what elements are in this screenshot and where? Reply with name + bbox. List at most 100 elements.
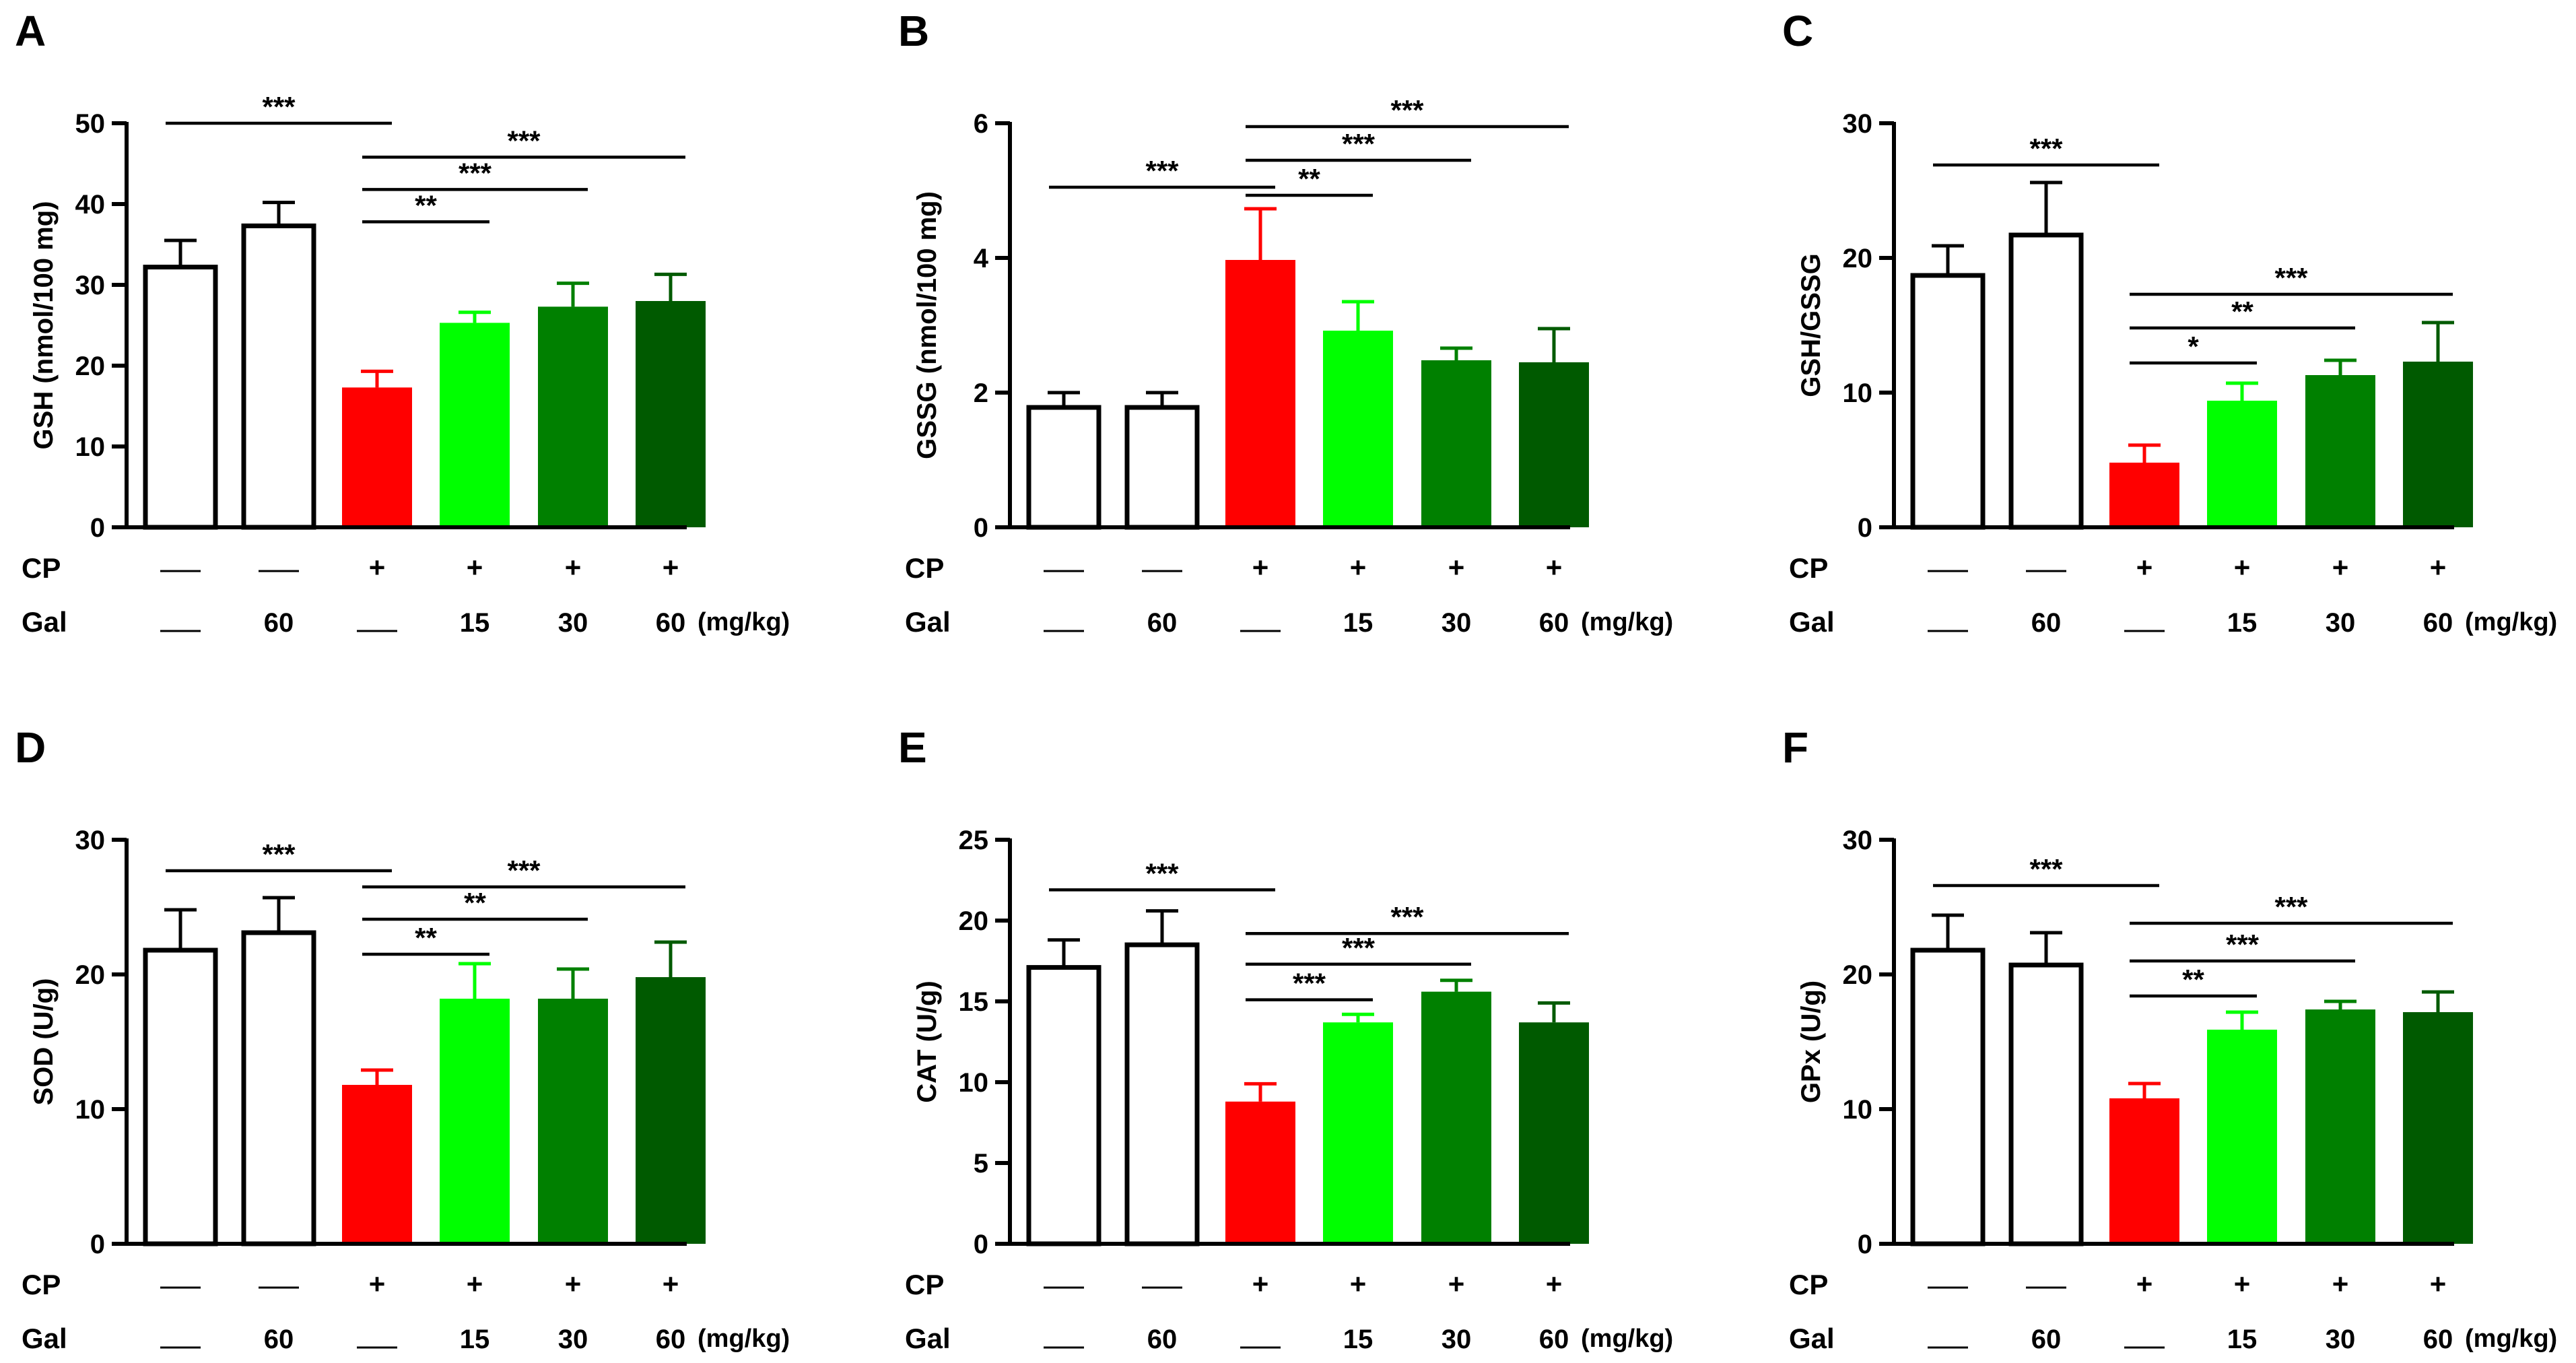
y-tick-label: 0 bbox=[1858, 513, 1872, 543]
gal-dose: 30 bbox=[1442, 1325, 1472, 1354]
row-label-gal: Gal bbox=[22, 606, 67, 638]
gal-dose: 60 bbox=[1539, 608, 1569, 638]
panel-letter: A bbox=[15, 7, 46, 55]
gal-dose: 15 bbox=[2227, 1325, 2258, 1354]
cp-plus: + bbox=[2332, 552, 2349, 583]
y-tick-label: 40 bbox=[75, 190, 106, 220]
cp-plus: + bbox=[2430, 552, 2447, 583]
panel-letter: E bbox=[898, 723, 927, 772]
panel-letter: F bbox=[1782, 723, 1808, 772]
y-tick-label: 10 bbox=[75, 432, 106, 462]
bar bbox=[143, 948, 218, 1246]
dose-unit: (mg/kg) bbox=[698, 1325, 790, 1353]
dose-unit: (mg/kg) bbox=[1581, 608, 1673, 636]
significance-label: *** bbox=[507, 855, 541, 886]
significance-label: *** bbox=[2274, 891, 2308, 923]
significance-label: *** bbox=[1145, 857, 1179, 889]
bar bbox=[2109, 1098, 2179, 1244]
gal-dose: 30 bbox=[2326, 608, 2356, 638]
bar bbox=[2207, 401, 2277, 527]
bar bbox=[2008, 232, 2084, 530]
gal-dose: 60 bbox=[656, 608, 686, 638]
bar bbox=[2109, 463, 2179, 527]
dose-unit: (mg/kg) bbox=[2465, 608, 2557, 636]
significance-label: *** bbox=[1390, 901, 1424, 933]
gal-dose: 30 bbox=[1442, 608, 1472, 638]
bar bbox=[1323, 1022, 1393, 1244]
significance-label: *** bbox=[2029, 853, 2063, 885]
dose-unit: (mg/kg) bbox=[2465, 1325, 2557, 1353]
y-tick-label: 30 bbox=[75, 271, 106, 300]
gal-dose: 60 bbox=[264, 1325, 294, 1354]
cp-plus: + bbox=[369, 552, 386, 583]
y-tick-label: 0 bbox=[90, 513, 105, 543]
bar bbox=[2403, 1012, 2473, 1244]
row-label-cp: CP bbox=[905, 552, 944, 584]
cp-plus: + bbox=[663, 552, 679, 583]
y-tick-label: 0 bbox=[90, 1230, 105, 1259]
bar bbox=[1323, 331, 1393, 527]
bar bbox=[440, 323, 510, 527]
significance-label: *** bbox=[1342, 932, 1376, 964]
y-tick-label: 10 bbox=[1843, 1095, 1873, 1125]
row-label-cp: CP bbox=[22, 1269, 61, 1300]
bar bbox=[636, 301, 706, 527]
y-tick-label: 20 bbox=[75, 352, 106, 381]
gal-dose: 60 bbox=[1147, 608, 1178, 638]
row-label-gal: Gal bbox=[905, 606, 951, 638]
y-axis-title: SOD (U/g) bbox=[29, 978, 59, 1106]
y-tick-label: 5 bbox=[974, 1149, 988, 1178]
significance-label: *** bbox=[507, 125, 541, 156]
panel-letter: D bbox=[15, 723, 46, 772]
significance-label: *** bbox=[459, 157, 492, 189]
bar bbox=[2207, 1030, 2277, 1244]
y-axis-title: GPx (U/g) bbox=[1796, 980, 1826, 1103]
row-label-cp: CP bbox=[905, 1269, 944, 1300]
cp-plus: + bbox=[663, 1268, 679, 1300]
y-tick-label: 30 bbox=[1843, 826, 1873, 855]
panel-letter: B bbox=[898, 7, 929, 55]
y-tick-label: 0 bbox=[974, 1230, 988, 1259]
significance-label: ** bbox=[464, 887, 486, 919]
cp-plus: + bbox=[467, 1268, 483, 1300]
bar bbox=[440, 999, 510, 1244]
bar bbox=[2305, 1009, 2375, 1244]
gal-dose: 60 bbox=[1539, 1325, 1569, 1354]
dose-unit: (mg/kg) bbox=[698, 608, 790, 636]
bar bbox=[2403, 362, 2473, 527]
cp-plus: + bbox=[565, 1268, 582, 1300]
bar bbox=[1519, 362, 1589, 527]
gal-dose: 60 bbox=[2031, 1325, 2062, 1354]
cp-plus: + bbox=[1252, 552, 1269, 583]
gal-dose: 30 bbox=[2326, 1325, 2356, 1354]
cp-plus: + bbox=[467, 552, 483, 583]
y-tick-label: 30 bbox=[1843, 109, 1873, 139]
significance-label: *** bbox=[262, 91, 296, 123]
significance-label: *** bbox=[1293, 968, 1326, 999]
y-tick-label: 10 bbox=[75, 1095, 106, 1125]
row-label-gal: Gal bbox=[1789, 606, 1835, 638]
significance-label: *** bbox=[1145, 155, 1179, 187]
bar bbox=[241, 223, 316, 530]
cp-plus: + bbox=[1546, 552, 1563, 583]
y-axis-title: GSSG (nmol/100 mg) bbox=[912, 191, 942, 459]
bar bbox=[1910, 273, 1986, 530]
cp-plus: + bbox=[2136, 1268, 2153, 1300]
panel-letter: C bbox=[1782, 7, 1813, 55]
y-tick-label: 20 bbox=[959, 906, 989, 936]
panel-e: E CAT (U/g) 0 5 10 15 20 25 *** *** *** *** CP Gal + + +… bbox=[898, 723, 1673, 1354]
cp-plus: + bbox=[2332, 1268, 2349, 1300]
y-tick-label: 10 bbox=[1843, 378, 1873, 408]
bar bbox=[1225, 1101, 1295, 1244]
significance-label: ** bbox=[1298, 163, 1320, 195]
bar bbox=[2305, 375, 2375, 527]
y-tick-label: 0 bbox=[1858, 1230, 1872, 1259]
bar bbox=[143, 265, 218, 530]
y-tick-label: 20 bbox=[1843, 244, 1873, 273]
significance-label: ** bbox=[2182, 964, 2204, 995]
